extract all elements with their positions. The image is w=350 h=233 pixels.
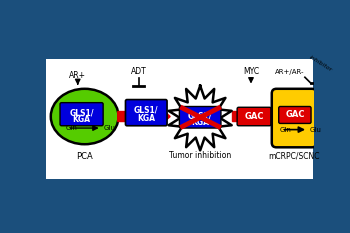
FancyBboxPatch shape — [125, 99, 167, 126]
Text: AR+: AR+ — [69, 71, 86, 79]
Text: Glu: Glu — [309, 127, 321, 133]
Text: KGA: KGA — [72, 115, 91, 124]
Polygon shape — [169, 86, 232, 150]
Text: AR+/AR-: AR+/AR- — [275, 69, 304, 75]
Text: GAC: GAC — [244, 112, 264, 121]
Text: Glu: Glu — [103, 125, 115, 131]
Text: mCRPC/SCNC: mCRPC/SCNC — [268, 152, 320, 161]
Text: ADT: ADT — [131, 68, 146, 76]
FancyBboxPatch shape — [272, 89, 316, 147]
FancyBboxPatch shape — [60, 103, 103, 126]
FancyBboxPatch shape — [179, 106, 221, 128]
Text: GAC: GAC — [285, 110, 304, 120]
Text: Tumor inhibition: Tumor inhibition — [169, 151, 231, 160]
Text: inhibitor: inhibitor — [309, 55, 334, 73]
FancyBboxPatch shape — [237, 107, 271, 126]
FancyArrow shape — [232, 108, 273, 125]
Text: Gln: Gln — [65, 125, 77, 131]
Text: MYC: MYC — [243, 68, 259, 76]
Bar — [46, 59, 313, 179]
FancyBboxPatch shape — [279, 106, 311, 123]
Text: GLS1/: GLS1/ — [69, 108, 94, 117]
FancyArrow shape — [270, 108, 280, 125]
Ellipse shape — [51, 89, 119, 144]
Text: Gln: Gln — [279, 127, 291, 133]
Text: PCA: PCA — [76, 152, 93, 161]
Text: GLS1/: GLS1/ — [134, 106, 159, 115]
FancyArrow shape — [118, 108, 170, 125]
Text: KGA: KGA — [137, 113, 155, 123]
Text: KGA: KGA — [191, 118, 209, 127]
Text: GLS1/: GLS1/ — [188, 111, 212, 120]
